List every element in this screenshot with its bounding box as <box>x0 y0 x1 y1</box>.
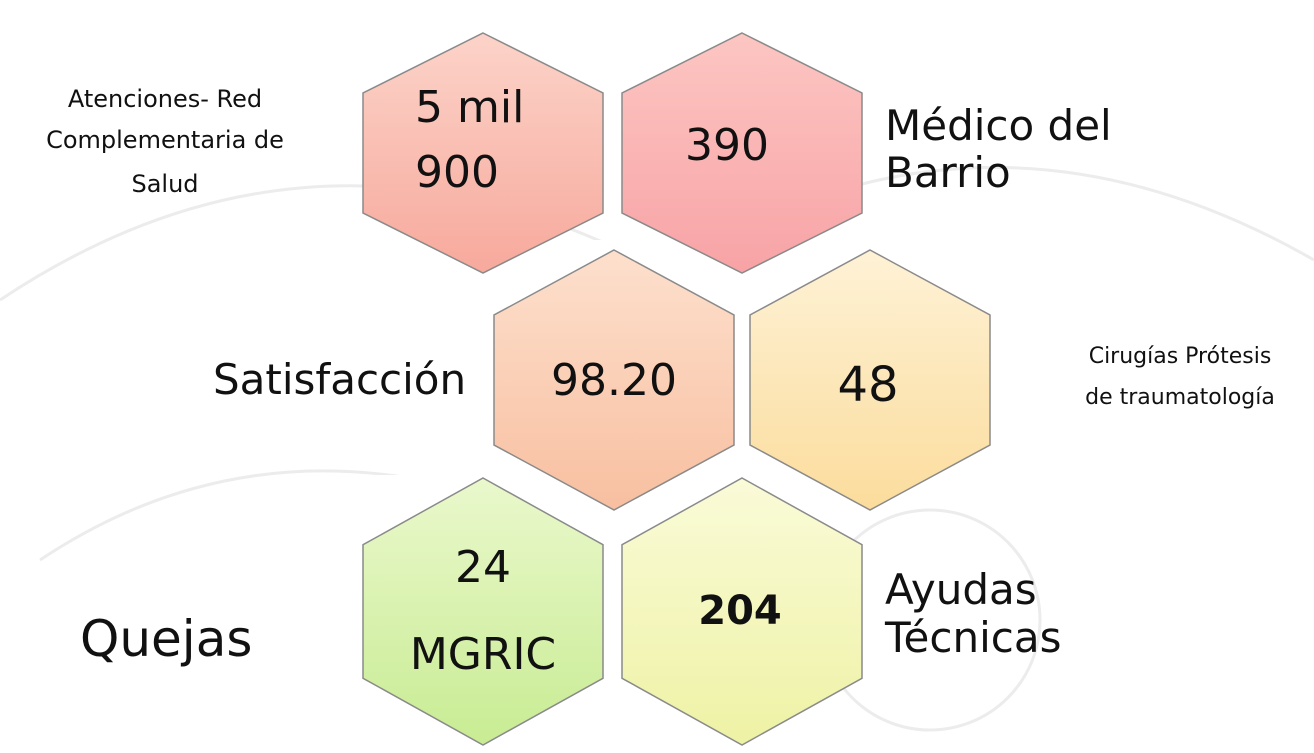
hexagon-value-line: MGRIC <box>410 629 556 680</box>
hexagon-value-line: 390 <box>685 120 769 171</box>
hexagon-label-line: Satisfacción <box>213 355 466 404</box>
page: 5 mil 900 Atenciones- Red Complementaria de… <box>0 0 1314 749</box>
hexagon-value-line: 98.20 <box>551 355 677 406</box>
hexagon-label-line: Técnicas <box>884 613 1061 662</box>
hexagon-label: Atenciones- Red Complementaria de Salud <box>46 85 284 198</box>
hexagon-value-line: 24 <box>455 542 511 593</box>
hexagon-label-line: Atenciones- Red <box>68 85 262 113</box>
hexagon-label-line: Ayudas <box>885 565 1037 614</box>
hexagon-value-line: 5 mil <box>415 82 524 133</box>
hexagon-value: 390 <box>685 120 769 171</box>
hexagon-value-line: 48 <box>837 357 898 413</box>
hexagon-value: 98.20 <box>551 355 677 406</box>
hexagon-label-line: Médico del <box>885 101 1112 150</box>
hexagon-label-line: Complementaria de <box>46 126 284 154</box>
slide: 5 mil 900 Atenciones- Red Complementaria de… <box>0 0 1314 749</box>
hexagon-label-line: Quejas <box>80 610 252 668</box>
hexagon <box>363 478 603 745</box>
hexagon-value-line: 900 <box>415 147 499 198</box>
hexagon-value: 204 <box>698 588 782 634</box>
hexagon-label: Satisfacción <box>213 355 466 404</box>
hexagon-value: 48 <box>837 357 898 413</box>
hexagon-label-line: Salud <box>131 170 198 198</box>
hexagon-label-line: Barrio <box>885 148 1011 197</box>
hexagon-label: Quejas <box>80 610 252 668</box>
hexagon-value-line: 204 <box>698 588 782 634</box>
hexagon-label-line: Cirugías Prótesis <box>1089 344 1272 369</box>
hexagon-label-line: de traumatología <box>1085 385 1275 410</box>
hexagon-label: Cirugías Prótesis de traumatología <box>1085 344 1275 410</box>
